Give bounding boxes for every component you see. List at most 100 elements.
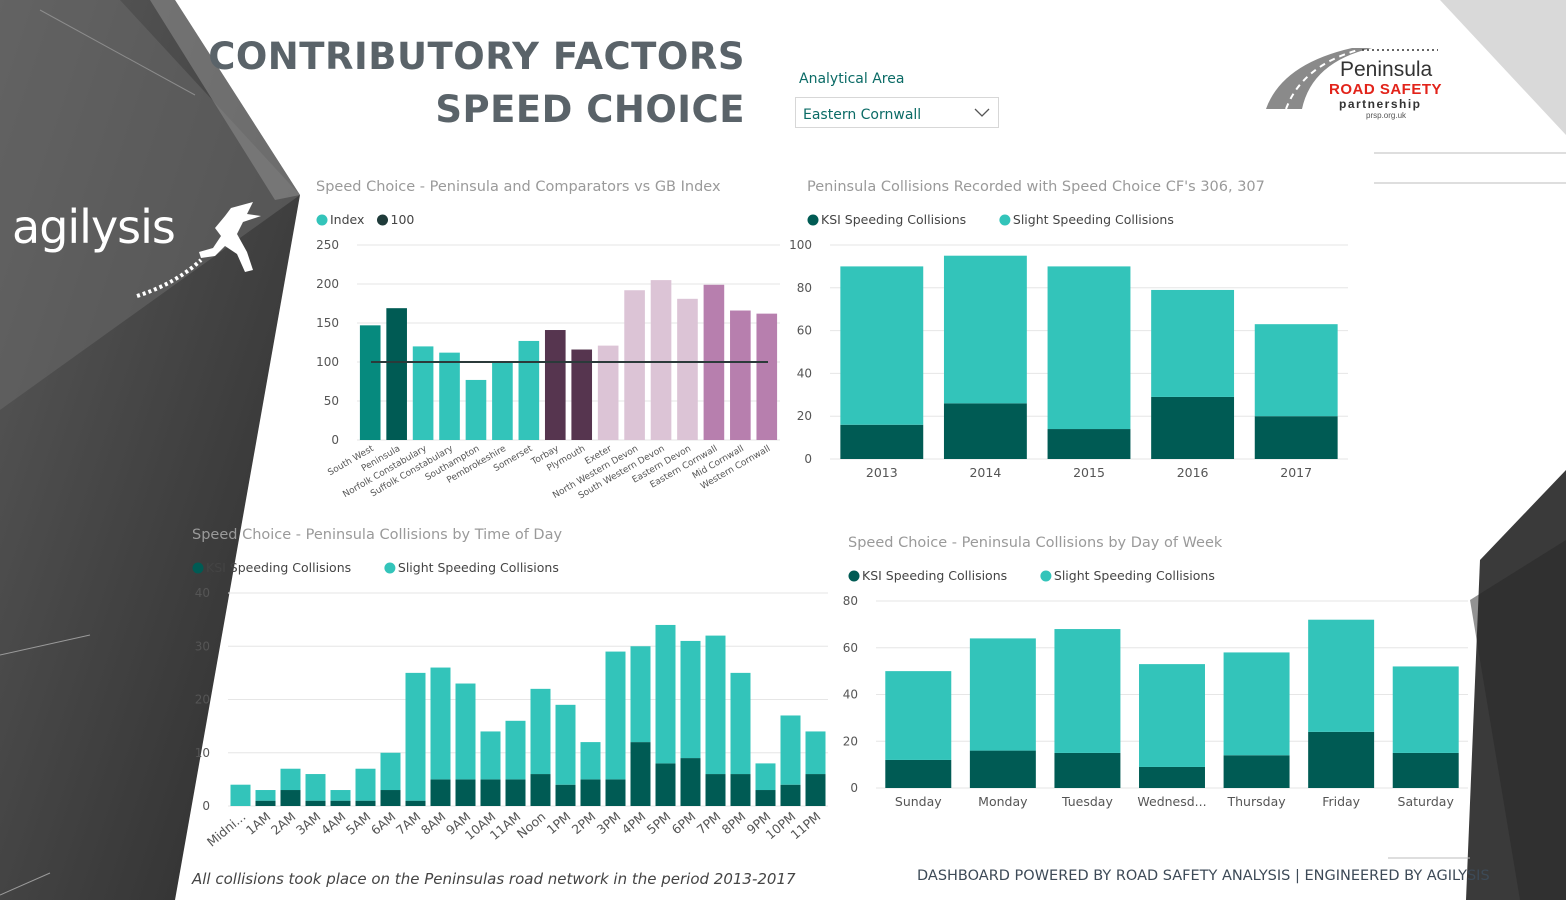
index-chart-title: Speed Choice - Peninsula and Comparators…	[316, 179, 721, 195]
analytical-area-dropdown[interactable]: Eastern Cornwall	[795, 97, 999, 128]
year-legend-label: KSI Speeding Collisions	[821, 212, 966, 227]
page-title-line2: SPEED CHOICE	[435, 88, 745, 131]
agilysis-logo: agilysis	[12, 200, 176, 254]
day-y-tick: 60	[843, 641, 858, 655]
hour-bar-slight	[605, 651, 626, 780]
hour-bar-ksi	[480, 779, 501, 806]
hour-x-label: Midni...	[204, 809, 249, 850]
day-legend-marker	[1040, 570, 1052, 582]
footer-note: All collisions took place on the Peninsu…	[192, 870, 796, 888]
year-y-tick: 100	[789, 238, 812, 252]
hour-bar-ksi	[680, 758, 701, 806]
hour-bar-ksi	[730, 774, 751, 806]
day-bar-ksi	[1308, 731, 1375, 788]
hour-bar-ksi	[505, 779, 526, 806]
index-bar	[359, 325, 381, 440]
day-x-label: Sunday	[895, 794, 942, 809]
logo-line1: Peninsula	[1340, 58, 1433, 81]
year-y-tick: 40	[797, 366, 812, 380]
hour-bar-ksi	[805, 774, 826, 806]
hour-x-label: 1AM	[243, 809, 274, 838]
day-legend-label: Slight Speeding Collisions	[1054, 568, 1215, 583]
index-y-tick: 200	[316, 277, 339, 291]
hour-x-label: 6PM	[669, 809, 699, 837]
hour-bar-slight	[680, 640, 701, 759]
hour-x-label: 4AM	[318, 809, 349, 838]
hour-bar-slight	[455, 683, 476, 780]
year-x-label: 2017	[1280, 465, 1312, 480]
day-y-tick: 0	[850, 781, 858, 795]
hour-bar-ksi	[555, 784, 576, 806]
hour-x-label: 3AM	[293, 809, 324, 838]
day-bar-slight	[1308, 619, 1375, 732]
day-bar-slight	[1139, 664, 1205, 767]
year-bar-slight	[840, 266, 924, 425]
hour-bar-slight	[405, 672, 426, 801]
hour-chart-title: Speed Choice - Peninsula Collisions by T…	[192, 527, 562, 543]
index-legend-marker	[377, 214, 388, 226]
hour-chart: Speed Choice - Peninsula Collisions by T…	[192, 527, 828, 850]
index-legend-marker	[316, 214, 328, 226]
hour-bar-ksi	[430, 779, 451, 806]
index-bar	[624, 290, 645, 440]
hour-x-label: 7PM	[694, 809, 724, 837]
page-title-line1: CONTRIBUTORY FACTORS	[208, 35, 745, 78]
agilysis-wordmark: agilysis	[12, 200, 176, 254]
hour-bar-ksi	[255, 800, 276, 806]
hour-bar-slight	[355, 768, 376, 801]
day-chart: Speed Choice - Peninsula Collisions by D…	[843, 535, 1468, 809]
logo-url: prsp.org.uk	[1366, 111, 1407, 120]
index-bar	[439, 352, 460, 440]
index-bar	[465, 379, 487, 440]
day-x-label: Friday	[1322, 794, 1360, 809]
index-legend-label: 100	[391, 212, 415, 227]
hour-bar-slight	[755, 763, 776, 791]
hour-bar-slight	[380, 752, 401, 791]
hour-bar-slight	[255, 790, 276, 801]
year-bar-ksi	[943, 403, 1027, 459]
agilysis-runner-icon	[136, 202, 261, 298]
hour-x-label: 2PM	[569, 809, 599, 837]
hour-bar-slight	[805, 731, 826, 775]
hour-bar-slight	[580, 742, 601, 780]
chevron-down-icon	[974, 108, 990, 117]
hour-x-label: 3PM	[594, 809, 624, 837]
hour-bar-slight	[330, 790, 351, 801]
hour-bar-slight	[630, 646, 651, 743]
hour-bar-ksi	[355, 800, 376, 806]
year-chart-title: Peninsula Collisions Recorded with Speed…	[807, 179, 1265, 195]
hour-y-tick: 20	[195, 693, 210, 707]
index-bar	[730, 310, 751, 440]
hour-bar-slight	[505, 720, 526, 780]
day-x-label: Saturday	[1398, 794, 1455, 809]
year-y-tick: 20	[797, 409, 812, 423]
day-chart-title: Speed Choice - Peninsula Collisions by D…	[848, 535, 1223, 551]
hour-bar-slight	[555, 704, 576, 785]
footer-powered-by: DASHBOARD POWERED BY ROAD SAFETY ANALYSI…	[917, 868, 1490, 884]
hour-bar-ksi	[380, 790, 401, 806]
day-bar-slight	[969, 638, 1036, 751]
year-y-tick: 0	[804, 452, 812, 466]
index-y-tick: 100	[316, 355, 339, 369]
day-bar-slight	[885, 671, 952, 760]
day-bar-ksi	[969, 750, 1036, 788]
index-bar	[650, 280, 672, 440]
peninsula-road-safety-logo: Peninsula ROAD SAFETY partnership prsp.o…	[1266, 48, 1442, 120]
year-bar-ksi	[1254, 416, 1338, 459]
index-legend-label: Index	[330, 212, 364, 227]
index-chart: Speed Choice - Peninsula and Comparators…	[316, 179, 780, 501]
index-bar	[412, 346, 434, 440]
hour-bar-ksi	[605, 779, 626, 806]
hour-bar-slight	[730, 672, 751, 775]
logo-line2: ROAD SAFETY	[1329, 81, 1442, 98]
index-bar	[386, 308, 407, 440]
day-y-tick: 40	[843, 688, 858, 702]
day-x-label: Thursday	[1227, 794, 1287, 809]
logo-line3: partnership	[1339, 97, 1422, 111]
hour-bar-slight	[480, 731, 501, 780]
year-legend-label: Slight Speeding Collisions	[1013, 212, 1174, 227]
hour-x-label: 5AM	[343, 809, 374, 838]
year-bar-slight	[1151, 289, 1235, 397]
year-chart: Peninsula Collisions Recorded with Speed…	[789, 179, 1348, 480]
